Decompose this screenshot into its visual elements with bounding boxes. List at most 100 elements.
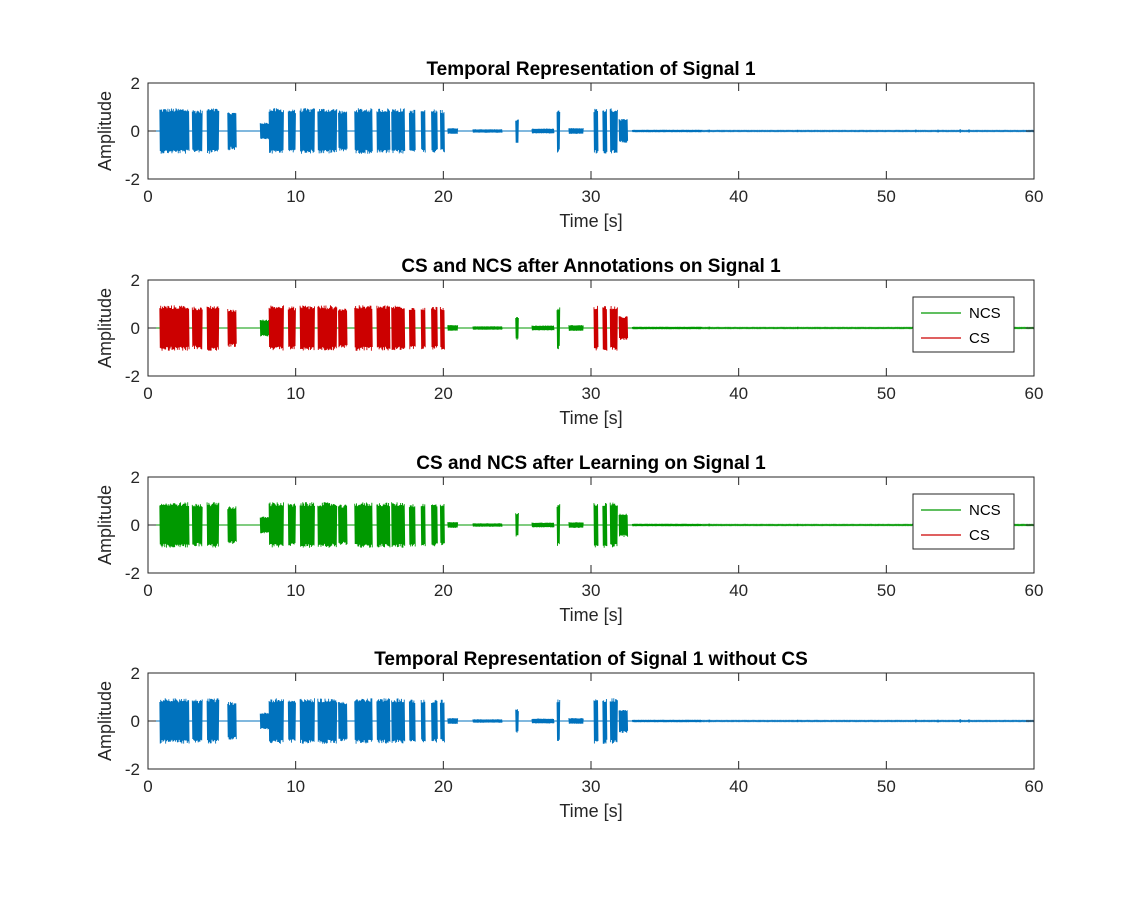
signal-burst (439, 110, 445, 153)
x-tick-label: 20 (434, 777, 453, 796)
legend-label: NCS (969, 305, 1001, 322)
signal-burst (206, 108, 220, 154)
signal-burst (354, 108, 373, 154)
signal-burst (191, 109, 203, 153)
signal-burst (268, 108, 284, 154)
signal-burst (556, 504, 561, 546)
signal-burst (631, 129, 703, 133)
signal-burst (431, 504, 438, 547)
signal-burst (431, 699, 438, 743)
x-tick-label: 50 (877, 384, 896, 403)
y-tick-label: 0 (131, 319, 140, 338)
signal-burst (317, 502, 338, 548)
x-tick-label: 20 (434, 384, 453, 403)
legend: NCS CS (912, 296, 1015, 353)
signal-burst (556, 110, 561, 153)
signal-burst (531, 128, 555, 134)
signal-burst (447, 128, 459, 134)
x-tick-label: 40 (729, 187, 748, 206)
x-tick-label: 50 (877, 581, 896, 600)
signal-burst (227, 112, 237, 151)
signal-burst (408, 307, 416, 350)
y-axis-label: Amplitude (95, 91, 115, 171)
signal-burst (354, 698, 373, 744)
signal-burst (287, 503, 296, 546)
signal-burst (376, 698, 391, 744)
x-tick-label: 0 (143, 187, 152, 206)
legend: NCS CS (912, 493, 1015, 550)
signal-burst (618, 709, 629, 733)
signal-burst (609, 502, 618, 548)
signal-burst (268, 698, 284, 744)
signal-burst (439, 503, 445, 546)
signal-burst (338, 504, 348, 545)
signal-burst (609, 698, 618, 744)
signal-burst (568, 128, 584, 134)
signal-burst (531, 325, 555, 331)
signal-burst (268, 305, 284, 351)
signal-burst (391, 502, 406, 548)
signal-burst (447, 325, 459, 331)
y-tick-label: -2 (125, 564, 140, 583)
signal-burst (159, 108, 190, 154)
x-tick-label: 60 (1025, 777, 1044, 796)
y-tick-label: 2 (131, 664, 140, 683)
y-tick-label: 0 (131, 122, 140, 141)
signal-burst (631, 523, 703, 527)
x-tick-label: 50 (877, 187, 896, 206)
y-tick-label: 0 (131, 712, 140, 731)
x-tick-label: 10 (286, 187, 305, 206)
x-tick-label: 30 (582, 384, 601, 403)
signal-burst (618, 513, 629, 537)
signal-burst (593, 108, 599, 154)
signal-burst (299, 305, 315, 351)
signal-burst (420, 307, 426, 350)
x-tick-label: 40 (729, 581, 748, 600)
signal-burst (593, 305, 599, 351)
chart-title: CS and NCS after Learning on Signal 1 (416, 453, 766, 474)
signal-burst (631, 719, 703, 723)
signal-burst (472, 129, 503, 133)
signal-burst (439, 306, 445, 350)
signal-burst (376, 108, 391, 154)
legend-label: CS (969, 527, 990, 544)
x-tick-label: 30 (582, 187, 601, 206)
signal-burst (447, 718, 459, 724)
x-tick-label: 10 (286, 384, 305, 403)
signal-burst (556, 699, 561, 742)
x-axis-label: Time [s] (559, 408, 622, 428)
signal-burst (338, 701, 348, 742)
signal-burst (227, 506, 237, 544)
x-tick-label: 0 (143, 384, 152, 403)
x-axis-label: Time [s] (559, 211, 622, 231)
chart-title: Temporal Representation of Signal 1 with… (374, 649, 808, 670)
signal-burst (227, 701, 237, 740)
signal-burst (159, 698, 190, 744)
signal-burst (420, 110, 426, 153)
signal-burst (609, 108, 618, 154)
signal-burst (227, 309, 237, 348)
x-tick-label: 10 (286, 777, 305, 796)
signal-burst (354, 305, 373, 351)
chart-title: CS and NCS after Annotations on Signal 1 (401, 256, 781, 277)
signal-burst (206, 698, 220, 744)
signal-burst (408, 699, 416, 742)
signal-burst (568, 522, 584, 528)
x-tick-label: 20 (434, 187, 453, 206)
signal-burst (391, 108, 406, 154)
signal-burst (191, 699, 203, 743)
x-tick-label: 30 (582, 777, 601, 796)
signal-burst (354, 502, 373, 548)
x-tick-label: 0 (143, 777, 152, 796)
legend-label: NCS (969, 502, 1001, 519)
signal-burst (515, 119, 519, 143)
signal-burst (408, 109, 416, 152)
signal-burst (531, 522, 555, 528)
y-tick-label: 2 (131, 74, 140, 93)
signal-burst (159, 305, 190, 351)
signal-burst (338, 308, 348, 348)
